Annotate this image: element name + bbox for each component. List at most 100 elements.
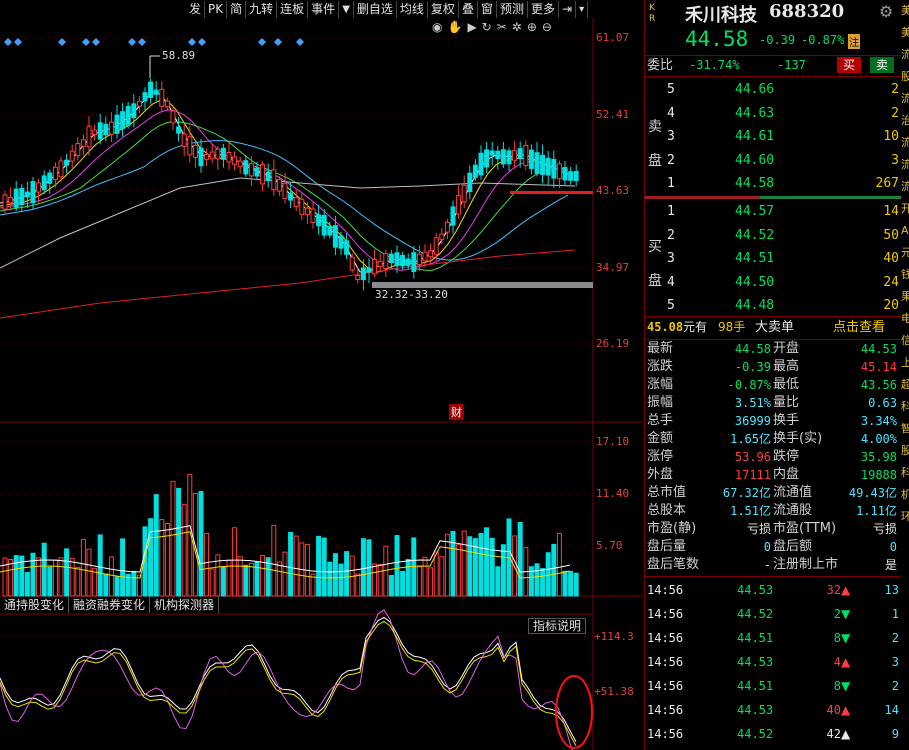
edge-text: 流 (901, 136, 909, 149)
toolbar-simple-button[interactable]: 简 (227, 0, 247, 18)
stat-row: 金额 1.65亿 换手(实) 4.00% (645, 430, 901, 448)
volume-bar (489, 537, 495, 597)
edge-text: 机 (901, 488, 909, 501)
bid-level-row[interactable]: 5 44.48 20 (645, 296, 901, 315)
candle (69, 150, 75, 162)
volume-bar (176, 487, 182, 597)
candle (444, 221, 450, 233)
toolbar-limit-board-button[interactable]: 连板 (277, 0, 309, 18)
ask-level-row[interactable]: 4 44.63 2 (645, 104, 901, 123)
toolbar-nine-turn-button[interactable]: 九转 (246, 0, 278, 18)
ask-price: 44.58 (735, 176, 775, 191)
tab-margin-trading[interactable]: 融资融券变化 (69, 597, 151, 613)
stat-value: 49.43亿 (848, 486, 897, 500)
edge-text: 美 (901, 4, 909, 17)
edge-text: 果 (901, 290, 909, 303)
indicator-help-button[interactable]: 指标说明 (528, 618, 587, 634)
edge-text: 流 (901, 180, 909, 193)
hand-icon[interactable]: ✋ (447, 20, 463, 34)
toolbar-dropdown-icon[interactable]: ▼ (339, 0, 354, 18)
tick-count: 9 (891, 727, 899, 741)
gear-icon[interactable]: ⚙ (879, 2, 894, 21)
diamond-marker (128, 38, 136, 46)
price-tick-label: 34.97 (596, 261, 630, 274)
volume-bar (467, 536, 473, 597)
toolbar-remove-watchlist-button[interactable]: 删自选 (354, 0, 397, 18)
toolbar-overlay-button[interactable]: 叠 (459, 0, 478, 18)
settings-icon[interactable]: ✲ (511, 20, 522, 34)
level-index: 4 (667, 105, 675, 121)
tab-institution-detector[interactable]: 机构探测器 (150, 597, 220, 613)
ask-level-row[interactable]: 5 44.66 2 (645, 80, 901, 99)
stat-label: 流通股 (773, 503, 813, 518)
volume-bar (114, 576, 120, 597)
volume-bar (316, 535, 322, 597)
toolbar-more-button[interactable]: 更多 (528, 0, 559, 18)
volume-bar (64, 548, 70, 597)
candle (383, 253, 389, 269)
stat-value: 1.65亿 (730, 432, 771, 446)
ask-level-row[interactable]: 1 44.58 267 (645, 174, 901, 193)
exit-icon[interactable]: ⇥ (559, 0, 577, 18)
ma30-line (0, 121, 569, 271)
refresh-icon[interactable]: ↻ (481, 20, 492, 34)
financial-report-badge[interactable]: 财 (449, 404, 464, 420)
indicator-line-2 (0, 609, 573, 750)
candle (366, 267, 372, 273)
candle (349, 256, 355, 271)
bid-level-row[interactable]: 4 44.50 24 (645, 273, 901, 292)
volume-ma10-line (0, 531, 571, 579)
candle (80, 139, 86, 147)
edge-text: A (901, 224, 909, 237)
price-change-pct: -0.87% (801, 33, 845, 47)
stat-value: 44.53 (860, 342, 897, 356)
view-details-link[interactable]: 点击查看 (833, 320, 886, 335)
volume-bar (215, 554, 221, 597)
toolbar-adjust-button[interactable]: 复权 (428, 0, 459, 18)
play-icon[interactable]: ▶ (467, 20, 477, 34)
toolbar-pk-button[interactable]: PK (205, 0, 228, 18)
volume-bar (450, 530, 456, 597)
ask-level-row[interactable]: 2 44.60 3 (645, 151, 901, 170)
scissors-icon[interactable]: ✂ (496, 20, 507, 34)
stat-label: 注册制上市 (773, 557, 839, 572)
stat-row: 最新 44.58 开盘 44.53 (645, 340, 901, 358)
volume-bar (8, 559, 14, 597)
volume-bar (232, 527, 238, 597)
zoom-out-icon[interactable]: ⊖ (541, 20, 552, 34)
volume-bar (19, 555, 25, 597)
bid-level-row[interactable]: 3 44.51 40 (645, 249, 901, 268)
tick-price: 44.51 (737, 679, 774, 693)
bid-volume: 20 (883, 298, 899, 313)
sell-button[interactable]: 卖 (870, 57, 895, 73)
toolbar-menu-icon[interactable]: ▾ (576, 0, 589, 18)
toolbar-event-button[interactable]: 事件 (308, 0, 340, 18)
buy-button[interactable]: 买 (837, 57, 862, 73)
ask-level-row[interactable]: 3 44.61 10 (645, 127, 901, 146)
toolbar-forecast-button[interactable]: 预测 (497, 0, 528, 18)
tab-northbound-holding[interactable]: 通持股变化 (0, 597, 70, 613)
volume-bar (478, 532, 484, 597)
tick-price: 44.53 (737, 703, 774, 717)
candle (232, 156, 238, 165)
toolbar-window-button[interactable]: 窗 (478, 0, 497, 18)
zoom-in-icon[interactable]: ⊕ (526, 20, 537, 34)
candle (220, 147, 226, 160)
bid-level-row[interactable]: 2 44.52 50 (645, 226, 901, 245)
ask-price: 44.61 (735, 129, 775, 144)
candle (13, 188, 19, 208)
kline-chart[interactable] (0, 18, 644, 750)
stat-value: 44.58 (734, 342, 771, 356)
candle (517, 148, 523, 160)
toolbar-fa-button[interactable]: 发 (186, 0, 206, 18)
arrow-up-icon: ▲ (841, 655, 851, 669)
volume-bar (355, 573, 361, 597)
candle (467, 172, 473, 193)
volume-bar (388, 574, 394, 597)
toolbar-ma-button[interactable]: 均线 (397, 0, 428, 18)
eye-icon[interactable]: ◉ (432, 20, 443, 34)
stat-value: 0 (763, 540, 771, 554)
bid-level-row[interactable]: 1 44.57 14 (645, 202, 901, 221)
volume-bar (416, 566, 422, 597)
